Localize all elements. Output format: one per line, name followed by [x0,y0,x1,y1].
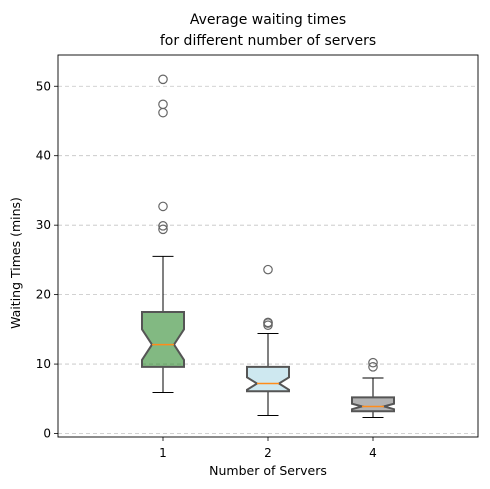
y-tick-label: 10 [36,357,51,371]
outlier-point [158,107,168,118]
notched-box [351,396,395,413]
outlier-point [263,264,273,275]
x-axis-label: Number of Servers [209,463,327,478]
boxes-layer [141,74,395,419]
notched-box [141,311,185,368]
box-4 [351,357,395,419]
axes-layer: 0 10 20 30 40 50 1 2 4 [36,54,479,460]
y-axis-label: Waiting Times (mins) [8,197,23,329]
outlier-point [158,99,168,110]
outlier-point [158,224,168,235]
x-tick-label: 2 [264,446,272,460]
y-tick-label: 50 [36,79,51,93]
box-2 [246,264,290,416]
plot-frame [57,54,479,438]
y-tick-label: 40 [36,149,51,163]
notched-box [246,365,290,393]
y-tick-label: 20 [36,288,51,302]
grid-layer [58,85,478,434]
x-tick-label: 4 [369,446,377,460]
y-tick-label: 30 [36,218,51,232]
outlier-point [158,201,168,212]
chart-title-line-2: for different number of servers [160,33,376,49]
outlier-point [158,74,168,85]
outlier-point [158,221,168,231]
y-tick-label: 0 [43,427,51,441]
box-1 [141,74,185,394]
outlier-point [368,357,378,368]
x-tick-label: 1 [159,446,167,460]
outlier-point [263,317,273,328]
outlier-point [368,362,378,372]
chart-title-line-1: Average waiting times [190,12,346,28]
